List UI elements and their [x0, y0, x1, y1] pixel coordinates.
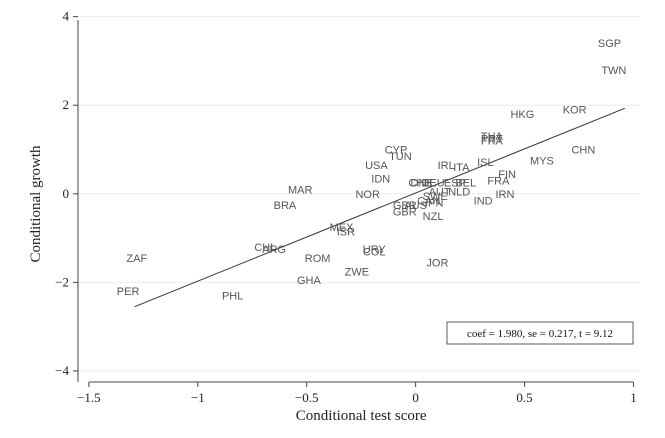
point-label-kor-3: KOR — [563, 105, 587, 117]
point-label-chn-7: CHN — [571, 145, 595, 157]
point-label-ury-41: URY — [363, 244, 387, 256]
x-tick-label-0: −1.5 — [77, 390, 101, 405]
point-label-fin-15: FIN — [498, 169, 516, 181]
x-tick-label-3: 0 — [412, 390, 419, 405]
point-label-nzl-35: NZL — [423, 211, 444, 223]
point-label-rom-43: ROM — [305, 253, 331, 265]
x-tick-label-2: −0.5 — [295, 390, 319, 405]
point-label-jpn-27: JPN — [423, 198, 444, 210]
y-tick-label-1: −2 — [55, 274, 69, 289]
point-label-prt-5: PRT — [481, 133, 503, 145]
y-tick-label-3: 2 — [63, 97, 70, 112]
point-label-chl-39: CHL — [254, 242, 276, 254]
point-label-che-19: CHE — [408, 178, 431, 190]
point-label-irn-28: IRN — [495, 189, 514, 201]
x-tick-label-5: 1 — [630, 390, 637, 405]
stat-box: coef = 1.980, se = 0.217, t = 9.12 — [446, 321, 634, 345]
y-tick-label-4: 4 — [63, 9, 70, 24]
y-axis-title: Conditional growth — [28, 145, 44, 263]
fit-line-group — [134, 107, 625, 308]
point-label-sgp-0: SGP — [598, 38, 621, 50]
y-tick-label-0: −4 — [55, 363, 69, 378]
point-label-col-42: COL — [363, 246, 386, 258]
point-label-bel-22: BEL — [455, 178, 476, 190]
point-label-swe-25: SWE — [423, 191, 448, 203]
stat-box-frame — [446, 321, 634, 345]
point-label-nor-31: NOR — [355, 189, 380, 201]
point-label-fra-16: FRA — [487, 176, 510, 188]
point-label-gbr-33: GBR — [393, 200, 417, 212]
point-label-per-48: PER — [117, 286, 140, 298]
point-label-tha-4: THA — [481, 131, 504, 143]
point-label-nld-23: NLD — [448, 187, 470, 199]
x-tick-label-1: −1 — [191, 390, 205, 405]
point-label-hkg-2: HKG — [510, 109, 534, 121]
point-label-isl-14: ISL — [477, 157, 494, 169]
point-label-zaf-47: ZAF — [126, 253, 147, 265]
point-label-bra-32: BRA — [274, 200, 297, 212]
fit-line — [134, 107, 625, 308]
point-label-ita-13: ITA — [453, 162, 470, 174]
point-label-gha-46: GHA — [297, 275, 322, 287]
point-label-dnk-18: DNK — [411, 178, 435, 190]
point-label-can-26: CAN — [417, 195, 440, 207]
x-tick-label-4: 0.5 — [516, 390, 532, 405]
point-label-esp-21: ESP — [444, 178, 466, 190]
point-label-isr-38: ISR — [337, 226, 355, 238]
y-tick-label-2: 0 — [63, 186, 70, 201]
point-label-irl-12: IRL — [438, 160, 455, 172]
gridlines — [78, 16, 640, 372]
point-label-arg-40: ARG — [262, 244, 286, 256]
stat-annotation: coef = 1.980, se = 0.217, t = 9.12 — [467, 328, 613, 340]
point-label-zwe-45: ZWE — [345, 266, 369, 278]
point-label-aut-24: AUT — [429, 187, 451, 199]
axes: −4 −2 0 2 4 −1.5 −1 −0.5 0 0.5 1 — [55, 9, 637, 405]
point-label-mex-37: MEX — [330, 222, 355, 234]
point-label-mys-8: MYS — [530, 156, 554, 168]
point-label-tun-10: TUN — [389, 151, 412, 163]
point-label-aus-34: AUS — [404, 200, 427, 212]
point-label-jor-44: JOR — [426, 257, 448, 269]
point-label-mar-30: MAR — [288, 184, 313, 196]
point-label-usa-11: USA — [365, 160, 388, 172]
point-label-deu-20: DEU — [421, 178, 444, 190]
point-label-idn-17: IDN — [371, 173, 390, 185]
point-label-phl-49: PHL — [222, 291, 243, 303]
x-axis-title: Conditional test score — [296, 408, 427, 424]
point-label-cyp-9: CYP — [385, 145, 408, 157]
point-label-twn-1: TWN — [601, 65, 626, 77]
point-label-gbr-36: GBR — [393, 207, 417, 219]
point-label-fra-6: FRA — [481, 136, 504, 148]
point-label-ind-29: IND — [474, 195, 493, 207]
